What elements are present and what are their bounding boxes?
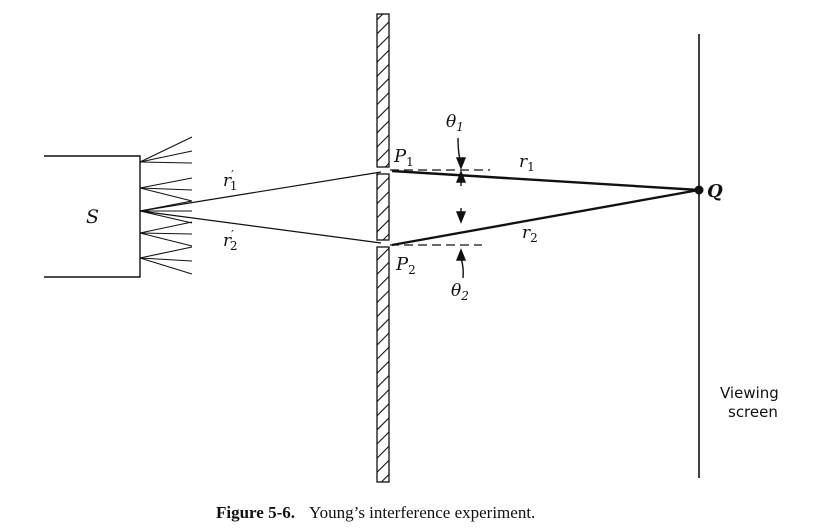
screen-label-line1: Viewing (720, 384, 779, 402)
slit-top-label: P1 (393, 146, 414, 169)
path-r1-label: r1 (519, 152, 535, 174)
path-r2-prime-label: r′ 2 (223, 228, 238, 253)
angle-theta2-label: θ2 (451, 281, 469, 303)
path-r2-label: r2 (522, 223, 538, 245)
normal-lines (390, 169, 490, 246)
angle-arrows (455, 137, 467, 279)
source-box (44, 155, 141, 278)
figure-caption: Figure 5-6. Young’s interference experime… (216, 503, 535, 522)
source-label: S (86, 206, 99, 228)
path-r1-prime-label: r′ 1 (223, 168, 238, 193)
screen-label-line2: screen (728, 403, 778, 421)
angle-theta1-label: θ1 (446, 112, 464, 134)
source-paths (139, 171, 382, 244)
point-q-label: Q (707, 181, 723, 202)
slit-barrier (376, 13, 390, 483)
point-q-dot (694, 185, 704, 195)
screen-paths (391, 169, 700, 247)
slit-bottom-label: P2 (395, 254, 416, 277)
emission-rays (139, 136, 193, 275)
